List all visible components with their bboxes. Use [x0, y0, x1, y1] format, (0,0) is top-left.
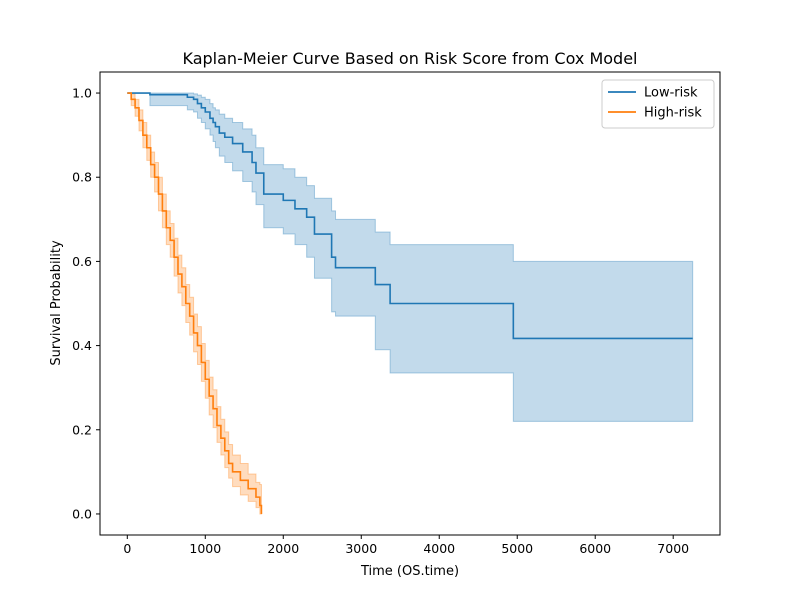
x-axis-label: Time (OS.time) [360, 564, 459, 579]
ci-band-high-risk [127, 92, 262, 515]
y-tick-label: 0.6 [72, 254, 92, 269]
x-tick-label: 7000 [657, 541, 689, 556]
y-axis-label: Survival Probability [49, 240, 64, 366]
y-tick-label: 1.0 [72, 86, 92, 101]
survival-line-low-risk [127, 92, 693, 340]
x-tick-label: 5000 [501, 541, 533, 556]
y-tick-label: 0.0 [72, 506, 92, 521]
plot-area [99, 71, 721, 536]
legend-label: Low-risk [644, 86, 698, 101]
ci-band-low-risk [127, 92, 694, 422]
x-axis: 0 1000 2000 3000 4000 5000 6000 7000 [123, 535, 689, 556]
survival-line-high-risk [127, 92, 263, 514]
confidence-bands [127, 92, 694, 515]
legend-label: High-risk [644, 106, 702, 121]
x-tick-label: 1000 [189, 541, 221, 556]
y-tick-label: 0.2 [72, 422, 92, 437]
chart-title: Kaplan-Meier Curve Based on Risk Score f… [183, 49, 638, 68]
x-tick-label: 3000 [345, 541, 377, 556]
x-tick-label: 0 [123, 541, 131, 556]
y-tick-label: 0.4 [72, 338, 92, 353]
legend: Low-risk High-risk [601, 79, 715, 129]
x-tick-label: 2000 [267, 541, 299, 556]
x-tick-label: 4000 [423, 541, 455, 556]
y-axis: 0.0 0.2 0.4 0.6 0.8 1.0 [72, 86, 100, 521]
y-tick-label: 0.8 [72, 170, 92, 185]
x-tick-label: 6000 [579, 541, 611, 556]
survival-lines [127, 92, 693, 514]
